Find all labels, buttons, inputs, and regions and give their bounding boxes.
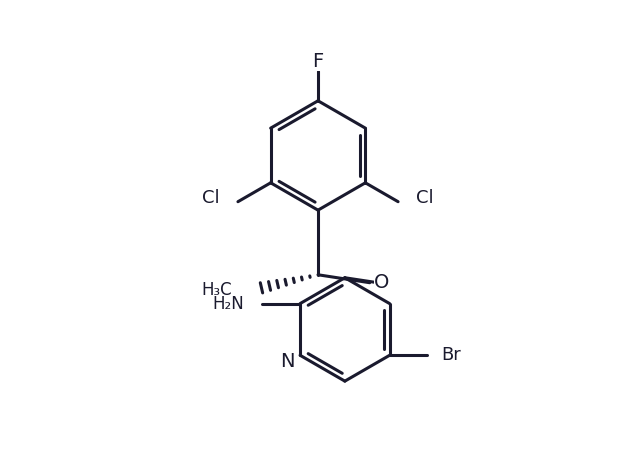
Text: O: O [374, 273, 389, 292]
Text: H₃C: H₃C [201, 281, 232, 298]
Text: Br: Br [442, 346, 461, 364]
Text: F: F [312, 52, 324, 70]
Text: H₂N: H₂N [212, 295, 244, 313]
Text: N: N [280, 352, 295, 371]
Text: Cl: Cl [202, 189, 220, 207]
Text: Cl: Cl [416, 189, 433, 207]
